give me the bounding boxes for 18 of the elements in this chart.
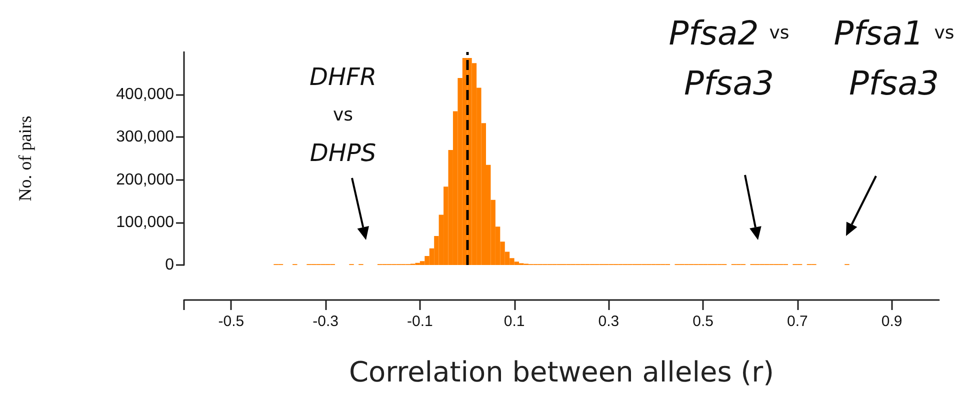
x-tick-label: 0.9 [881,313,902,330]
x-tick-label: 0.5 [692,313,714,330]
x-tick-label: -0.3 [312,313,338,330]
y-tick-label: 100,000 [116,214,174,231]
y-tick-label: 400,000 [116,86,174,104]
x-tick-label: 0.3 [598,313,620,330]
x-axis-title: Correlation between alleles (r) [348,356,774,388]
x-tick-label: -0.1 [407,313,433,330]
annotation: Pfsa2 vs Pfsa3 [668,14,790,102]
y-tick-label: 300,000 [116,128,174,146]
x-tick-label: 0.7 [787,313,808,330]
y-tick-label: 0 [165,256,174,274]
x-tick-label: 0.1 [504,313,525,330]
x-tick-label: -0.5 [218,313,244,330]
annotation: DHFR vs DHPS [309,63,377,167]
annotation: Pfsa1 vs Pfsa3 [834,14,954,102]
y-axis-title: No. of pairs [15,116,35,202]
y-tick-label: 200,000 [116,171,174,188]
